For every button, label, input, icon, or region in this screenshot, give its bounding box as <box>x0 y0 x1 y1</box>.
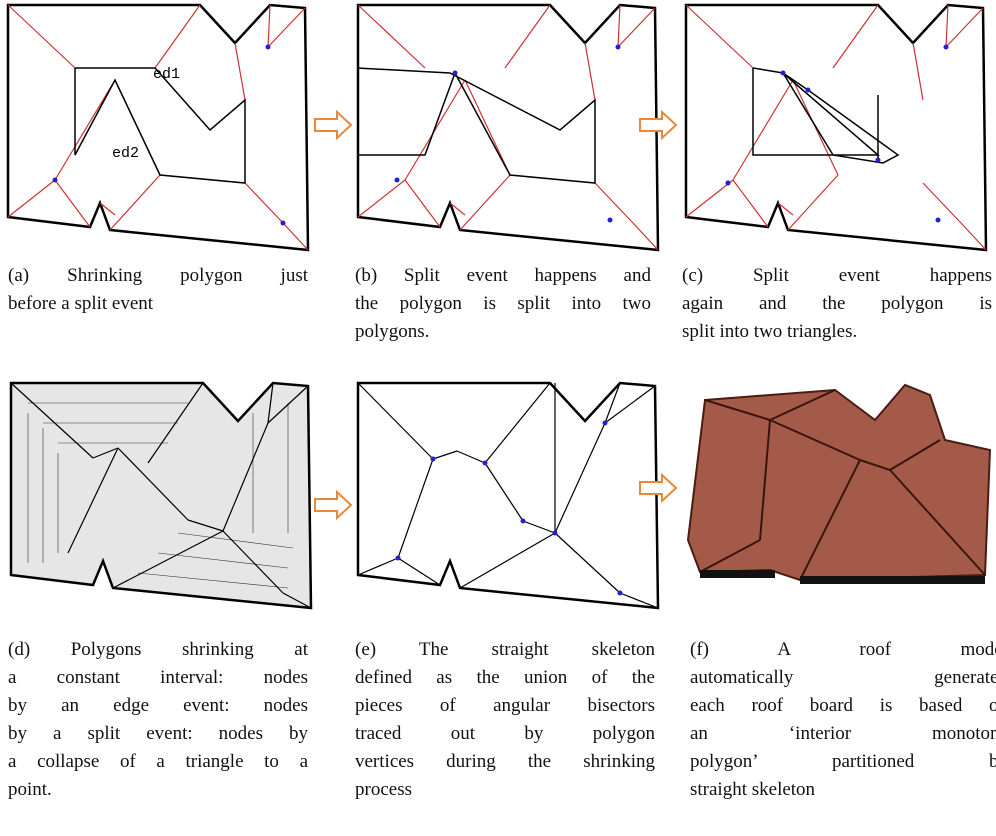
caption-line: a constant interval: nodes <box>8 664 308 692</box>
caption-line: (c) Split event happens <box>682 262 992 290</box>
caption-line: (a) Shrinking polygon just <box>8 262 308 290</box>
caption-line: pieces of angular bisectors <box>355 692 655 720</box>
caption-line: by a split event: nodes by <box>8 720 308 748</box>
edge-label: ed1 <box>153 66 180 83</box>
caption-line: a collapse of a triangle to a <box>8 748 308 776</box>
caption-line: polygons. <box>355 318 651 346</box>
caption-line: polygon’ partitioned by <box>690 748 996 776</box>
caption-line: each roof board is based on <box>690 692 996 720</box>
panel-d <box>11 383 311 608</box>
edge-label: ed2 <box>112 145 139 162</box>
figure: ed1 ed2 (a) Shrinking polygon justbefore… <box>0 0 996 836</box>
caption-line: the polygon is split into two <box>355 290 651 318</box>
panel-c <box>686 5 986 250</box>
panel-e <box>358 383 658 608</box>
panel-f <box>688 385 990 584</box>
caption-line: (e) The straight skeleton <box>355 636 655 664</box>
caption-line: (f) A roof model <box>690 636 996 664</box>
caption-line: vertices during the shrinking <box>355 748 655 776</box>
caption-line: straight skeleton <box>690 776 996 804</box>
caption-line: (d) Polygons shrinking at <box>8 636 308 664</box>
caption-line: defined as the union of the <box>355 664 655 692</box>
caption-line: again and the polygon is <box>682 290 992 318</box>
caption-line: split into two triangles. <box>682 318 992 346</box>
caption-line: an ‘interior monotone <box>690 720 996 748</box>
panel-b <box>357 5 658 250</box>
panel-a <box>8 5 308 250</box>
caption-line: process <box>355 776 655 804</box>
caption-line: (b) Split event happens and <box>355 262 651 290</box>
caption-line: by an edge event: nodes <box>8 692 308 720</box>
caption-line: traced out by polygon <box>355 720 655 748</box>
caption-line: automatically generated <box>690 664 996 692</box>
caption-line: point. <box>8 776 308 804</box>
caption-line: before a split event <box>8 290 308 318</box>
